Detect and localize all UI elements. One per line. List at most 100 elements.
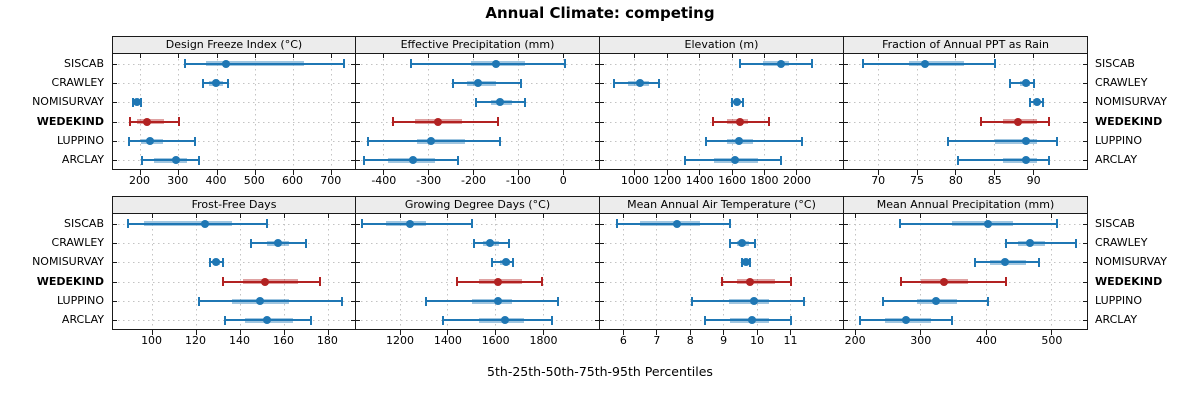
row-tick xyxy=(351,63,355,65)
whisker xyxy=(691,300,804,302)
axis-tick xyxy=(216,54,218,58)
whisker-cap xyxy=(800,136,803,146)
whisker-cap xyxy=(1028,97,1031,107)
row-tick xyxy=(351,83,355,84)
whisker-cap xyxy=(615,219,618,229)
iqr-band xyxy=(952,221,1013,227)
axis-tick-label: 80 xyxy=(948,174,963,187)
axis-tick xyxy=(517,170,519,175)
row-tick xyxy=(844,63,848,65)
gridline-v xyxy=(216,54,218,169)
median-dot xyxy=(635,79,644,87)
whisker-cap xyxy=(1041,97,1044,107)
panel-strip: Mean Annual Precipitation (mm) xyxy=(844,196,1088,214)
whisker-cap xyxy=(741,257,744,267)
gridline-v xyxy=(723,214,725,329)
row-label-nomisurvay: NOMISURVAY xyxy=(32,255,104,269)
axis-tick xyxy=(796,170,798,175)
whisker-cap xyxy=(704,315,707,325)
axis-tick xyxy=(656,330,658,335)
median-dot xyxy=(212,258,221,267)
gridline-v xyxy=(283,214,285,329)
row-tick xyxy=(839,320,843,322)
axis-tick xyxy=(543,214,545,218)
whisker-cap xyxy=(473,238,476,248)
strip-title: Mean Annual Precipitation (mm) xyxy=(876,198,1055,211)
axis-tick xyxy=(699,170,701,175)
axis-tick xyxy=(517,54,519,58)
whisker-cap xyxy=(524,97,527,107)
axis-tick xyxy=(140,170,142,175)
whisker-cap xyxy=(859,315,862,325)
gridline-h xyxy=(113,121,355,123)
row-tick xyxy=(844,243,848,244)
row-label-arclay: ARCLAY xyxy=(61,313,104,327)
whisker-cap xyxy=(564,59,567,69)
whisker-cap xyxy=(442,315,445,325)
whisker-cap xyxy=(881,296,884,306)
row-tick xyxy=(113,83,117,84)
whisker-cap xyxy=(986,296,989,306)
gridline-v xyxy=(994,54,996,169)
row-tick xyxy=(1083,102,1087,104)
gridline-v xyxy=(399,214,401,329)
row-tick xyxy=(1083,223,1087,225)
row-tick xyxy=(595,141,599,142)
gridline-v xyxy=(293,54,294,169)
row-tick xyxy=(113,63,117,65)
whisker-cap xyxy=(768,117,771,127)
row-tick xyxy=(1083,63,1087,65)
whisker-cap xyxy=(343,59,346,69)
axis-tick xyxy=(399,330,401,335)
row-tick xyxy=(351,262,355,264)
row-label-wedekind: WEDEKIND xyxy=(36,274,104,288)
whisker-cap xyxy=(456,277,459,287)
whisker-cap xyxy=(193,136,196,146)
axis-tick-label: 8 xyxy=(686,334,694,347)
axis-tick xyxy=(495,214,497,218)
gridline-h xyxy=(600,63,843,65)
gridline-h xyxy=(844,121,1087,123)
median-dot xyxy=(746,277,755,286)
whisker xyxy=(443,319,552,322)
row-tick xyxy=(595,223,599,225)
row-tick xyxy=(351,141,355,142)
axis-tick xyxy=(1033,170,1035,175)
axis-tick xyxy=(140,54,142,58)
row-label-nomisurvay: NOMISURVAY xyxy=(32,95,104,109)
row-tick xyxy=(113,301,117,302)
row-tick xyxy=(844,301,848,302)
row-tick xyxy=(356,121,360,123)
panel-strip: Effective Precipitation (mm) xyxy=(356,36,600,54)
axis-labels: 200 300 400 500 600 700 xyxy=(112,170,356,194)
whisker-cap xyxy=(789,315,792,325)
strip-title: Growing Degree Days (°C) xyxy=(404,198,551,211)
row-label-arclay: ARCLAY xyxy=(1095,153,1138,167)
row-tick xyxy=(839,121,843,123)
axis-tick xyxy=(216,170,218,175)
axis-tick xyxy=(994,54,996,58)
gridline-v xyxy=(622,214,624,329)
strip-title: Fraction of Annual PPT as Rain xyxy=(882,38,1049,51)
median-dot xyxy=(731,156,740,165)
median-dot xyxy=(273,239,282,247)
whisker-cap xyxy=(456,155,459,165)
gridline-v xyxy=(1051,214,1053,329)
row-label-luppino: LUPPINO xyxy=(56,294,104,307)
gridline-h xyxy=(600,262,843,264)
axis-tick xyxy=(239,330,241,335)
row-label-luppino: LUPPINO xyxy=(1095,134,1143,147)
gridline-v xyxy=(656,214,658,329)
whisker xyxy=(901,280,1006,283)
axis-tick xyxy=(916,54,918,58)
axis-tick xyxy=(562,170,564,175)
gridline-h xyxy=(600,243,843,244)
whisker xyxy=(129,140,195,142)
row-tick xyxy=(600,301,604,302)
strip-title: Elevation (m) xyxy=(684,38,759,51)
row-tick xyxy=(844,83,848,84)
gridline-v xyxy=(428,54,430,169)
whisker-cap xyxy=(957,155,960,165)
row-tick xyxy=(839,301,843,302)
whisker-cap xyxy=(470,219,473,229)
